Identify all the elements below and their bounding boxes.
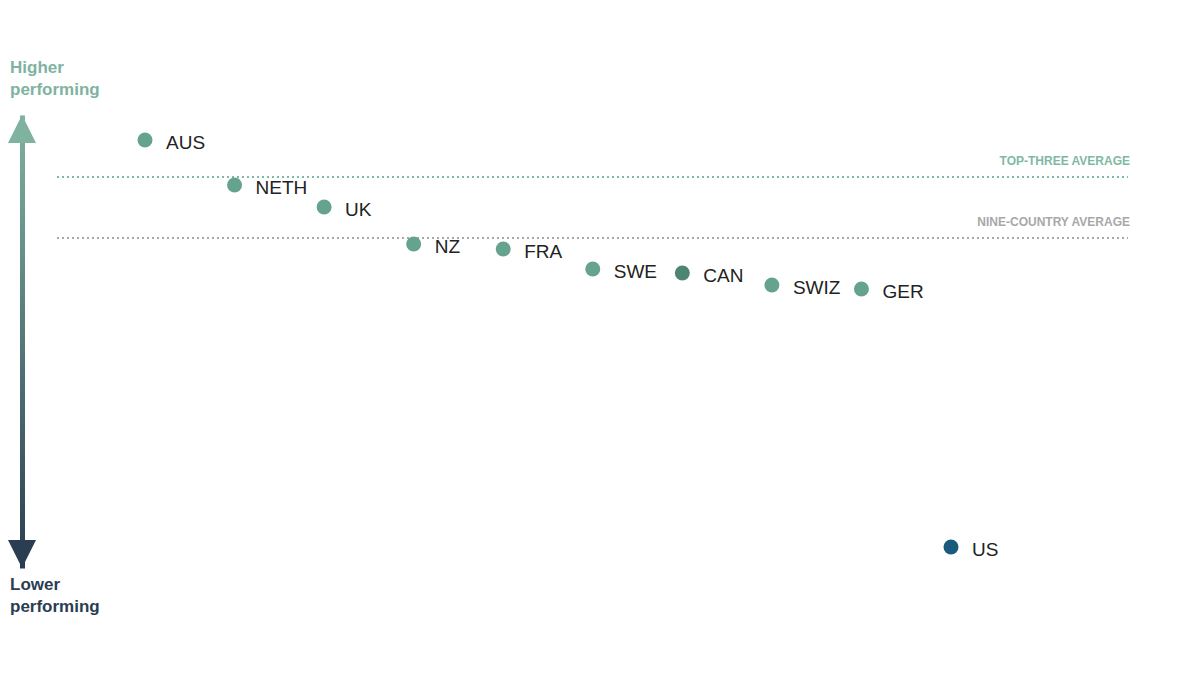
point [675,266,690,281]
axis-label: Lowerperforming [10,575,100,616]
point-label: AUS [166,132,205,153]
point [227,178,242,193]
point-label: US [972,539,998,560]
reference-line-label: NINE-COUNTRY AVERAGE [977,215,1130,229]
point [317,200,332,215]
reference-line-label: TOP-THREE AVERAGE [1000,154,1130,168]
reference-line [57,237,1128,239]
point [406,237,421,252]
point [764,278,779,293]
point-label: NZ [435,236,461,257]
point [496,242,511,257]
plot-area [57,133,1128,555]
point-label: UK [345,199,372,220]
point [944,540,959,555]
axis-label: Higherperforming [10,58,100,99]
point [854,282,869,297]
point [138,133,153,148]
axis-arrowhead [8,115,36,143]
point-label: CAN [703,265,743,286]
axis-arrowhead [8,540,36,568]
point-label: SWIZ [793,277,841,298]
point [585,262,600,277]
reference-line [57,176,1128,178]
y-axis-line [20,116,25,569]
point-label: NETH [256,177,308,198]
point-label: SWE [614,261,657,282]
y-axis [22,116,23,569]
chart: Higherperforming Lowerperforming TOP-THREE… [0,0,1200,675]
point-label: GER [882,281,923,302]
point-label: FRA [524,241,562,262]
